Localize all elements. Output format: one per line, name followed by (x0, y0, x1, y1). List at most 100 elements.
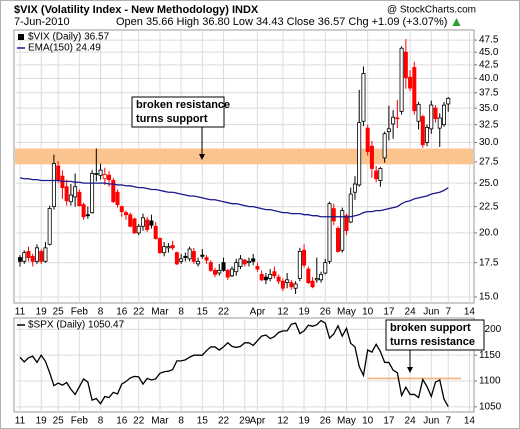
candle-body (30, 255, 35, 262)
x-tick-label: Apr (250, 416, 266, 427)
candle-body (73, 186, 78, 198)
y-tick-label: 1200 (479, 324, 502, 335)
candle-body (170, 245, 175, 249)
x-tick-label: 17 (383, 307, 395, 318)
x-tick-label: 12 (277, 416, 289, 427)
candle-body (39, 251, 44, 262)
candle-body (22, 252, 27, 262)
candle-body (391, 116, 396, 125)
candle-body (26, 251, 31, 258)
change-arrow (452, 18, 461, 26)
candle-body (416, 103, 421, 122)
candle-body (344, 215, 349, 232)
candle-body (357, 122, 362, 186)
chart-title: $VIX (Volatility Index - New Methodology… (14, 4, 259, 16)
candle-body (319, 273, 324, 281)
candle-body (34, 247, 39, 262)
candle-body (229, 268, 234, 277)
candle-body (107, 174, 112, 180)
x-tick-label: Mar (151, 307, 169, 318)
annotation-arrowhead (199, 154, 205, 160)
candle-body (425, 127, 430, 143)
x-tick-label: 11 (15, 307, 26, 318)
plot-area (13, 29, 475, 304)
candle-body (174, 252, 179, 265)
candle-body (196, 260, 201, 265)
candle-body (285, 279, 290, 283)
x-tick-label: 15 (197, 416, 209, 427)
annotation-text: broken support (390, 322, 471, 334)
x-tick-label: 8 (178, 307, 184, 318)
candle-body (331, 208, 336, 222)
x-tick-label: 26 (320, 416, 332, 427)
candle-body (399, 47, 404, 112)
x-tick-label: 16 (116, 307, 128, 318)
candle-body (302, 249, 307, 266)
x-tick-label: 10 (362, 307, 374, 318)
y-tick-label: 1050 (479, 401, 502, 412)
candle-body (77, 191, 82, 207)
annotation-arrowhead (407, 367, 413, 373)
y-tick-label: 20.0 (479, 228, 499, 239)
candle-body (200, 254, 205, 257)
annotation-text: turns support (136, 113, 208, 125)
candle-body (149, 220, 154, 226)
candle-body (335, 228, 340, 252)
candle-body (276, 276, 281, 282)
candle-body (111, 180, 116, 203)
candle-body (429, 104, 434, 130)
x-tick-label: Apr (250, 307, 266, 318)
candle-body (179, 258, 184, 262)
candle-body (408, 76, 413, 89)
x-tick-label: Mar (151, 416, 169, 427)
candle-body (238, 258, 243, 267)
legend-label: $VIX (Daily) 36.57 (28, 32, 110, 43)
candle-body (323, 262, 328, 274)
candle-body (183, 255, 188, 258)
candle-body (365, 127, 370, 152)
x-tick-label: Feb (71, 307, 89, 318)
candle-body (119, 206, 124, 213)
x-tick-label: 14 (464, 416, 476, 427)
candle-body (56, 165, 61, 180)
y-tick-label: 27.5 (479, 157, 499, 168)
x-tick-label: 12 (277, 307, 289, 318)
candle-body (280, 280, 285, 289)
candle-body (420, 116, 425, 146)
legend-label: $SPX (Daily) 1050.47 (28, 320, 125, 331)
line-series (19, 177, 449, 218)
candle-body (208, 262, 213, 271)
candle-body (204, 257, 209, 261)
x-tick-label: 19 (299, 307, 311, 318)
candle-body (102, 173, 107, 180)
quote: Open 35.66 High 36.80 Low 34.43 Close 36… (116, 16, 447, 28)
candle-body (263, 276, 268, 281)
candle-body (221, 262, 226, 271)
x-tick-label: 8 (98, 416, 104, 427)
candle-body (437, 117, 442, 129)
candle-body (234, 262, 239, 273)
x-tick-label: 16 (116, 416, 128, 427)
candle-body (352, 183, 357, 193)
candle-body (191, 251, 196, 262)
x-tick-label: Feb (71, 416, 89, 427)
y-tick-label: 45.0 (479, 47, 499, 58)
candle-body (378, 168, 383, 181)
candle-body (412, 67, 417, 112)
candle-body (90, 173, 95, 214)
candle-body (124, 212, 129, 216)
candle-body (361, 73, 366, 122)
x-tick-label: 19 (299, 416, 311, 427)
candle-body (85, 214, 90, 217)
annotation-box (385, 319, 485, 351)
x-tick-label: 7 (445, 416, 451, 427)
candle-body (132, 218, 137, 234)
x-tick-label: 10 (362, 416, 374, 427)
x-tick-label: 19 (36, 416, 48, 427)
y-tick-label: 30.0 (479, 137, 499, 148)
candle-body (47, 208, 52, 245)
candle-body (128, 214, 133, 227)
candle-body (153, 225, 158, 239)
